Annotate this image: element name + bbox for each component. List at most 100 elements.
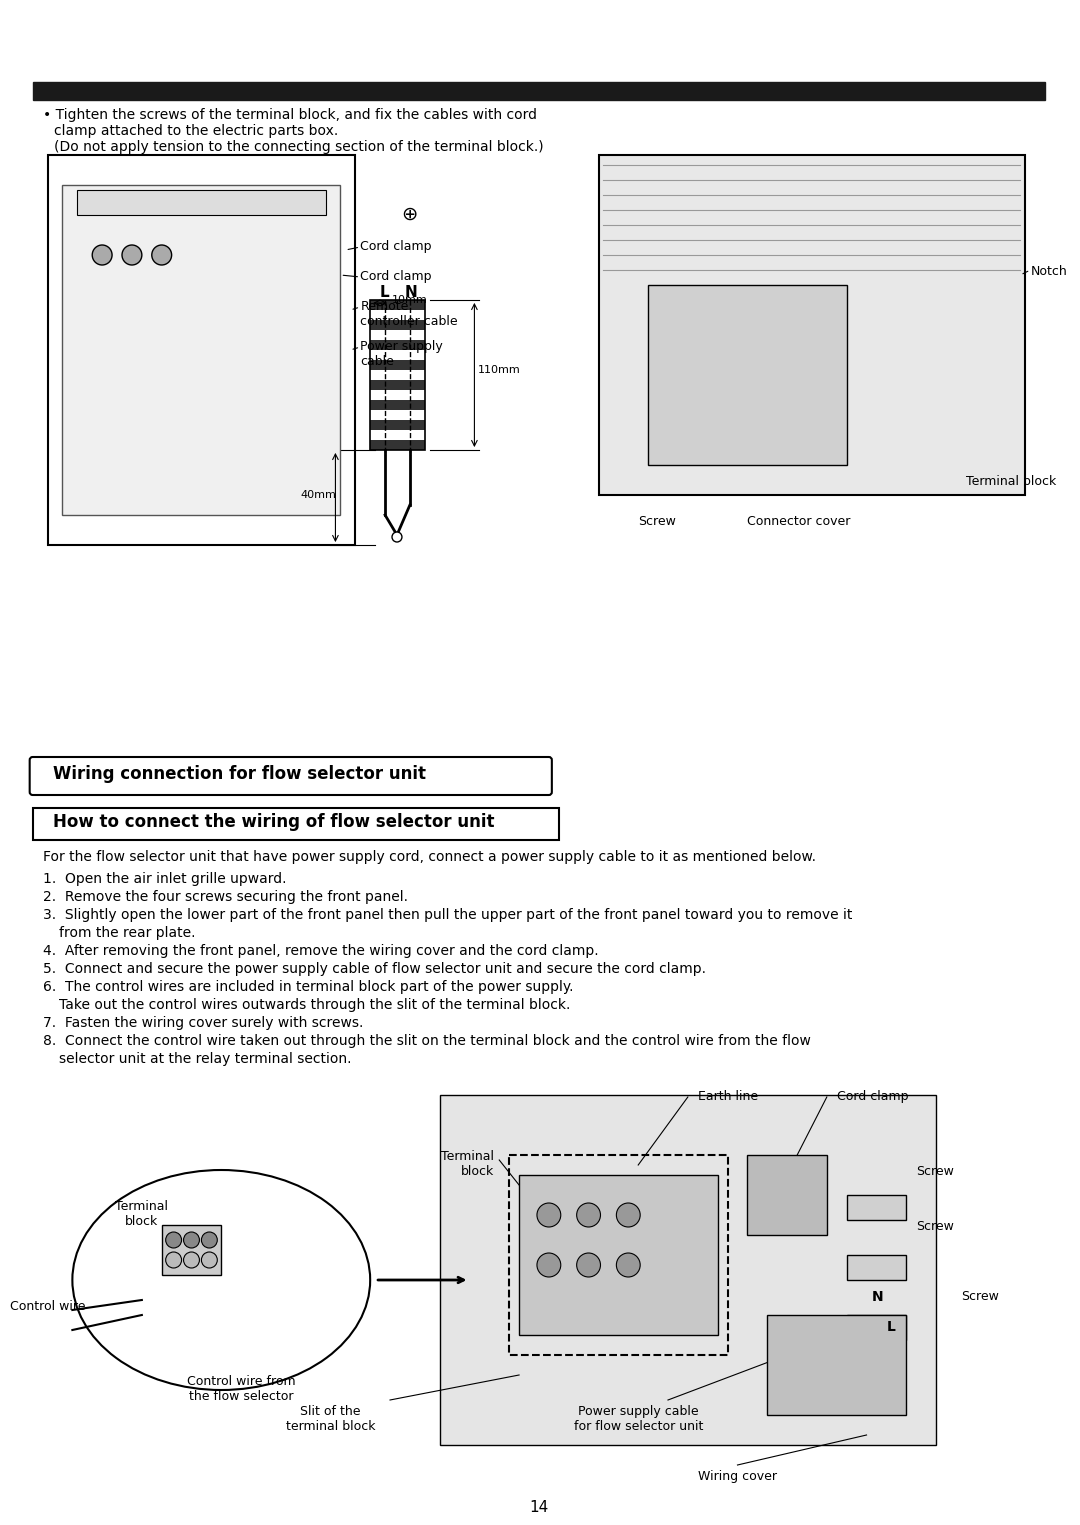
Bar [440,1095,936,1446]
Text: Control wire: Control wire [10,1299,85,1313]
Circle shape [617,1203,640,1228]
Bar [370,430,424,441]
Circle shape [201,1252,217,1267]
Bar [648,285,847,465]
Text: Notch: Notch [1030,265,1067,278]
Circle shape [92,246,112,265]
Text: L: L [380,285,390,300]
Circle shape [184,1252,200,1267]
Text: Cord clamp: Cord clamp [837,1090,908,1103]
Text: Wiring connection for flow selector unit: Wiring connection for flow selector unit [53,766,426,782]
Text: How to connect the wiring of flow selector unit: How to connect the wiring of flow select… [53,813,494,831]
Text: clamp attached to the electric parts box.: clamp attached to the electric parts box… [54,124,339,137]
Text: Connector cover: Connector cover [747,515,851,528]
Text: • Tighten the screws of the terminal block, and fix the cables with cord: • Tighten the screws of the terminal blo… [42,108,537,122]
Text: (Do not apply tension to the connecting section of the terminal block.): (Do not apply tension to the connecting … [54,140,544,154]
Text: B: B [258,194,265,203]
Text: 6.  The control wires are included in terminal block part of the power supply.: 6. The control wires are included in ter… [42,981,573,994]
Bar [78,191,325,215]
Text: A: A [225,194,231,203]
Bar [370,300,424,310]
Circle shape [577,1254,600,1276]
Text: 7.  Fasten the wiring cover surely with screws.: 7. Fasten the wiring cover surely with s… [42,1016,363,1029]
Bar [509,1154,728,1356]
Text: Screw: Screw [916,1220,954,1234]
Bar [370,300,424,450]
Text: Terminal
block: Terminal block [442,1150,495,1177]
Text: 5.  Connect and secure the power supply cable of flow selector unit and secure t: 5. Connect and secure the power supply c… [42,962,705,976]
Text: Remote
controller cable: Remote controller cable [361,300,458,328]
Text: 2.  Remove the four screws securing the front panel.: 2. Remove the four screws securing the f… [42,891,407,904]
Text: selector unit at the relay terminal section.: selector unit at the relay terminal sect… [59,1052,352,1066]
Text: Terminal block: Terminal block [966,474,1056,488]
Bar [370,310,424,320]
Bar [370,351,424,360]
Text: Screw: Screw [638,515,676,528]
Bar [32,82,1045,101]
Circle shape [537,1203,561,1228]
Text: U2: U2 [189,194,202,203]
Bar [767,1315,906,1415]
Text: Cord clamp: Cord clamp [361,270,432,284]
Circle shape [617,1254,640,1276]
Text: Power supply
cable: Power supply cable [361,340,443,368]
Text: Cord clamp: Cord clamp [361,239,432,253]
Text: Slit of the
terminal block: Slit of the terminal block [286,1405,375,1434]
Text: from the rear plate.: from the rear plate. [59,926,195,939]
Bar [32,808,558,840]
Text: Control wire from
the flow selector: Control wire from the flow selector [187,1376,296,1403]
Circle shape [165,1232,181,1247]
Text: U1: U1 [157,194,170,203]
Text: Earth line: Earth line [698,1090,758,1103]
Circle shape [577,1203,600,1228]
Circle shape [165,1252,181,1267]
Bar [162,1225,221,1275]
Bar [598,156,1025,496]
Circle shape [152,246,172,265]
Text: 14: 14 [529,1501,549,1514]
Text: For the flow selector unit that have power supply cord, connect a power supply c: For the flow selector unit that have pow… [42,849,815,865]
Bar [370,360,424,371]
Text: L: L [887,1321,895,1334]
Text: N: N [405,285,418,300]
Bar [370,410,424,419]
Bar [370,390,424,400]
Bar [370,329,424,340]
Circle shape [122,246,141,265]
Text: Power supply cable
for flow selector unit: Power supply cable for flow selector uni… [573,1405,703,1434]
Ellipse shape [72,1170,370,1389]
Bar [63,185,340,515]
FancyBboxPatch shape [29,756,552,795]
Bar [519,1174,717,1334]
Circle shape [201,1232,217,1247]
Bar [370,419,424,430]
Bar [370,400,424,410]
Text: 8.  Connect the control wire taken out through the slit on the terminal block an: 8. Connect the control wire taken out th… [42,1034,810,1048]
Text: 3.  Slightly open the lower part of the front panel then pull the upper part of : 3. Slightly open the lower part of the f… [42,907,852,923]
Text: Screw: Screw [916,1165,954,1177]
Text: 1.  Open the air inlet grille upward.: 1. Open the air inlet grille upward. [42,872,286,886]
Text: 4.  After removing the front panel, remove the wiring cover and the cord clamp.: 4. After removing the front panel, remov… [42,944,598,958]
Text: Screw: Screw [961,1290,999,1302]
Text: N: N [126,194,134,203]
Bar [747,1154,827,1235]
Circle shape [392,532,402,541]
Text: 10mm: 10mm [392,294,428,305]
Circle shape [184,1232,200,1247]
Bar [370,441,424,450]
Circle shape [537,1254,561,1276]
Text: Terminal
block: Terminal block [116,1200,168,1228]
Bar [370,320,424,329]
Text: N: N [872,1290,883,1304]
Text: L: L [94,194,100,203]
Text: Take out the control wires outwards through the slit of the terminal block.: Take out the control wires outwards thro… [59,997,571,1013]
Bar [370,371,424,380]
Text: 40mm: 40mm [300,490,337,500]
Bar [847,1196,906,1220]
Bar [847,1255,906,1279]
Text: Wiring cover: Wiring cover [698,1470,777,1482]
Text: 110mm: 110mm [477,364,521,375]
Bar [370,380,424,390]
Bar [370,340,424,351]
Bar [847,1315,906,1340]
